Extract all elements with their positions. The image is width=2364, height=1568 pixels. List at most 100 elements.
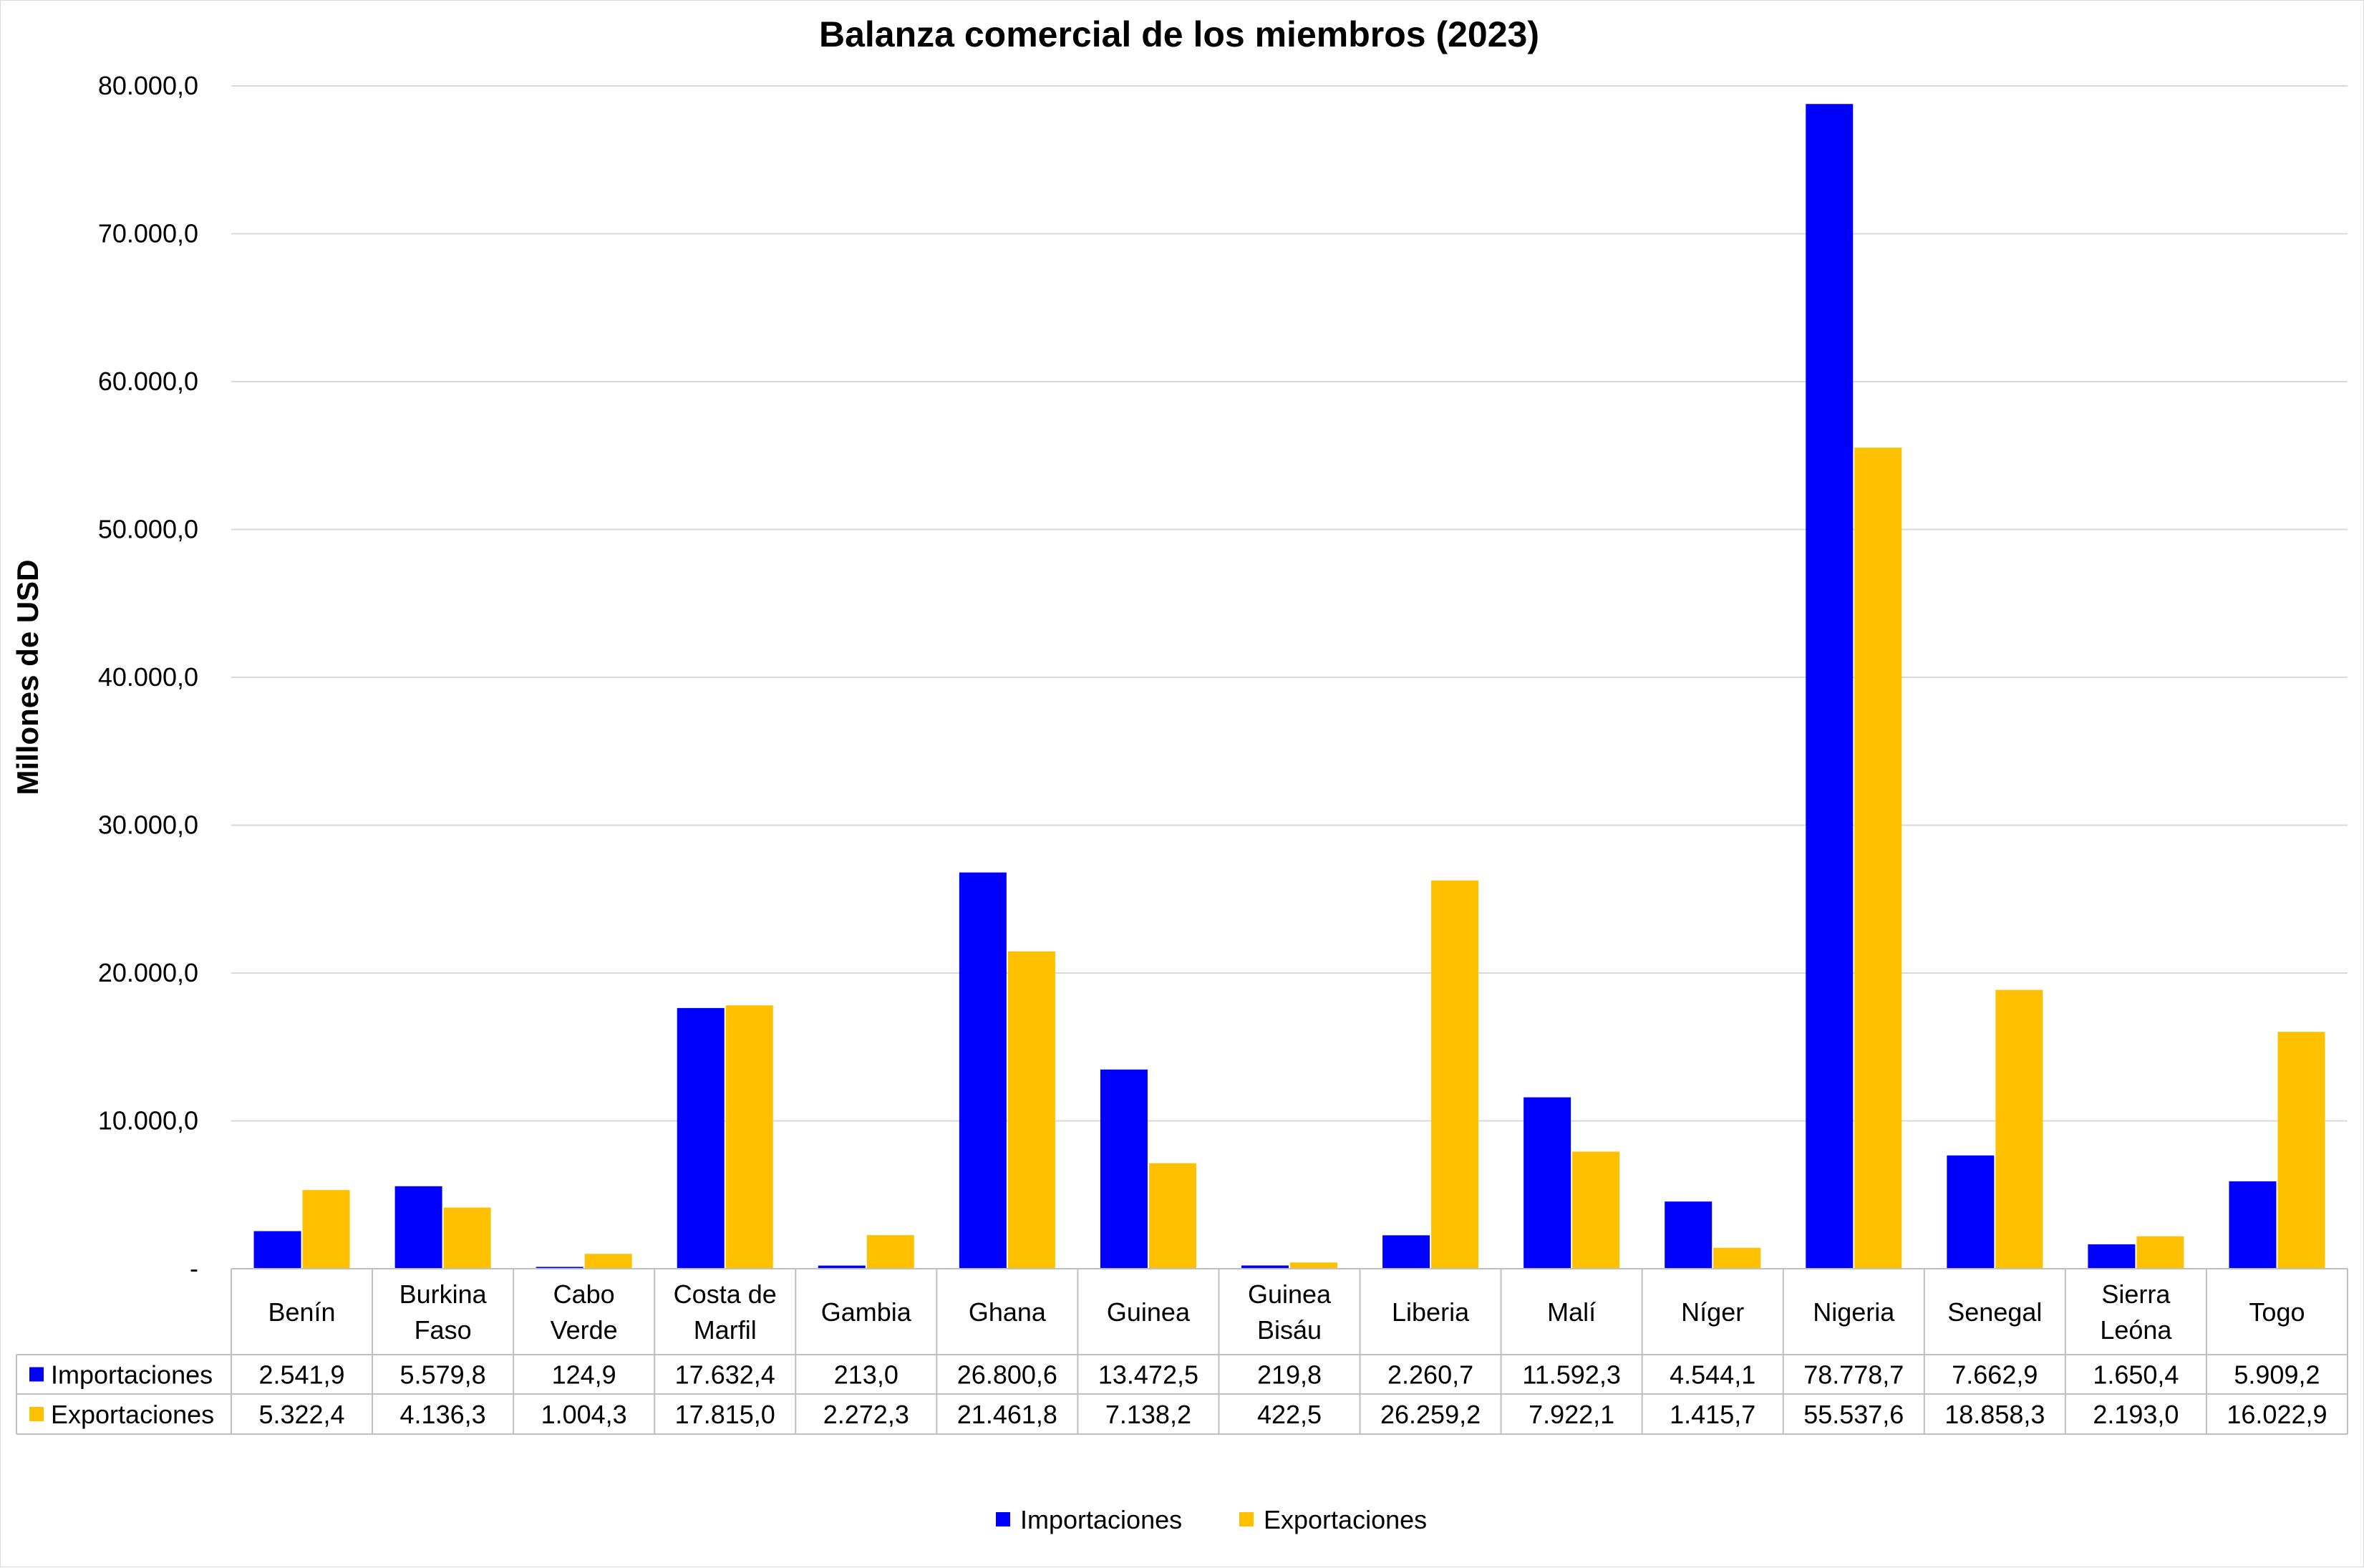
- bar-exportaciones: [1148, 1163, 1196, 1269]
- bar-exportaciones: [2277, 1032, 2325, 1269]
- bar-importaciones: [253, 1231, 301, 1269]
- bar-importaciones: [677, 1007, 725, 1269]
- data-label: 2.260,7: [1387, 1360, 1473, 1390]
- category-label: Sierra: [2101, 1279, 2171, 1309]
- bar-importaciones: [1523, 1097, 1571, 1269]
- data-label: 7.138,2: [1105, 1400, 1191, 1429]
- y-tick-label: -: [190, 1254, 198, 1283]
- table-series-name: Exportaciones: [51, 1400, 214, 1429]
- table-swatch-importaciones: [29, 1367, 44, 1382]
- y-axis-ticks: - 10.000,0 20.000,0 30.000,0 40.000,0 50.000,…: [98, 71, 198, 1283]
- bar-exportaciones: [866, 1235, 914, 1269]
- category-label: Nigeria: [1813, 1297, 1895, 1327]
- bar-importaciones: [1241, 1265, 1289, 1269]
- data-label: 18.858,3: [1944, 1400, 2045, 1429]
- category-label: Guinea: [1107, 1297, 1191, 1327]
- category-label: Burkina: [399, 1279, 488, 1309]
- data-label: 213,0: [834, 1360, 898, 1390]
- category-label: Bisáu: [1257, 1315, 1322, 1345]
- data-label: 11.592,3: [1522, 1360, 1620, 1390]
- category-label: Cabo: [553, 1279, 615, 1309]
- bar-exportaciones: [1431, 880, 1479, 1269]
- bar-importaciones: [818, 1265, 866, 1269]
- bar-exportaciones: [1007, 951, 1055, 1269]
- category-label: Costa de: [674, 1279, 777, 1309]
- y-tick-label: 20.000,0: [98, 958, 198, 987]
- bars: [253, 104, 2325, 1269]
- y-tick-label: 30.000,0: [98, 810, 198, 840]
- bar-exportaciones: [1572, 1151, 1620, 1269]
- data-label: 5.579,8: [400, 1360, 486, 1390]
- data-label: 422,5: [1257, 1400, 1322, 1429]
- category-label: Liberia: [1392, 1297, 1470, 1327]
- category-label: Leóna: [2100, 1315, 2172, 1345]
- bar-importaciones: [1100, 1069, 1148, 1269]
- bar-exportaciones: [2136, 1236, 2184, 1269]
- bar-exportaciones: [443, 1207, 491, 1269]
- legend: Importaciones Exportaciones: [996, 1505, 1427, 1534]
- data-label: 7.922,1: [1529, 1400, 1614, 1429]
- data-label: 1.650,4: [2093, 1360, 2179, 1390]
- y-tick-label: 70.000,0: [98, 219, 198, 248]
- category-label: Ghana: [969, 1297, 1047, 1327]
- data-label: 4.544,1: [1670, 1360, 1755, 1390]
- y-axis-label: Millones de USD: [11, 559, 44, 795]
- data-label: 5.909,2: [2234, 1360, 2320, 1390]
- bar-exportaciones: [1290, 1262, 1337, 1269]
- bar-exportaciones: [1995, 989, 2043, 1269]
- y-tick-label: 80.000,0: [98, 71, 198, 100]
- table-series-name: Importaciones: [51, 1360, 213, 1390]
- bar-importaciones: [2088, 1244, 2136, 1269]
- bar-importaciones: [1947, 1155, 1995, 1269]
- legend-swatch-exportaciones: [1239, 1512, 1254, 1526]
- data-label: 21.461,8: [957, 1400, 1057, 1429]
- category-label: Senegal: [1947, 1297, 2042, 1327]
- data-label: 2.541,9: [258, 1360, 344, 1390]
- data-label: 26.259,2: [1380, 1400, 1481, 1429]
- data-label: 124,9: [552, 1360, 616, 1390]
- legend-swatch-importaciones: [996, 1512, 1010, 1526]
- data-label: 16.022,9: [2227, 1400, 2327, 1429]
- gridlines: [231, 85, 2348, 1122]
- data-label: 17.815,0: [675, 1400, 775, 1429]
- y-tick-label: 40.000,0: [98, 662, 198, 692]
- category-label: Marfil: [694, 1315, 757, 1345]
- category-label: Guinea: [1248, 1279, 1332, 1309]
- legend-label: Exportaciones: [1264, 1505, 1427, 1534]
- data-label: 78.778,7: [1803, 1360, 1904, 1390]
- category-label: Verde: [551, 1315, 618, 1345]
- bar-exportaciones: [302, 1190, 350, 1269]
- bar-importaciones: [1806, 104, 1854, 1269]
- data-table: Benín Burkina Faso Cabo Verde Costa de Marfil G…: [16, 1268, 2348, 1435]
- bar-importaciones: [1665, 1201, 1713, 1269]
- bar-importaciones: [2229, 1181, 2277, 1269]
- bar-exportaciones: [584, 1254, 632, 1269]
- data-label: 1.004,3: [541, 1400, 627, 1429]
- data-label: 26.800,6: [957, 1360, 1057, 1390]
- data-label: 4.136,3: [400, 1400, 486, 1429]
- bar-exportaciones: [1854, 447, 1902, 1269]
- bar-exportaciones: [1713, 1247, 1761, 1269]
- y-tick-label: 10.000,0: [98, 1106, 198, 1136]
- data-label: 7.662,9: [1952, 1360, 2038, 1390]
- table-swatch-exportaciones: [29, 1407, 44, 1421]
- bar-importaciones: [394, 1186, 442, 1269]
- bar-importaciones: [959, 872, 1007, 1269]
- category-label: Togo: [2249, 1297, 2305, 1327]
- bar-exportaciones: [725, 1005, 773, 1269]
- bar-importaciones: [1382, 1235, 1430, 1269]
- data-label: 55.537,6: [1803, 1400, 1904, 1429]
- data-label: 219,8: [1257, 1360, 1322, 1390]
- legend-label: Importaciones: [1020, 1505, 1182, 1534]
- category-label: Benín: [268, 1297, 335, 1327]
- data-label: 13.472,5: [1098, 1360, 1198, 1390]
- data-label: 5.322,4: [258, 1400, 344, 1429]
- category-label: Níger: [1681, 1297, 1744, 1327]
- data-label: 2.272,3: [823, 1400, 909, 1429]
- y-tick-label: 60.000,0: [98, 367, 198, 396]
- category-label: Faso: [415, 1315, 472, 1345]
- data-label: 2.193,0: [2093, 1400, 2179, 1429]
- y-tick-label: 50.000,0: [98, 515, 198, 544]
- category-label: Malí: [1547, 1297, 1596, 1327]
